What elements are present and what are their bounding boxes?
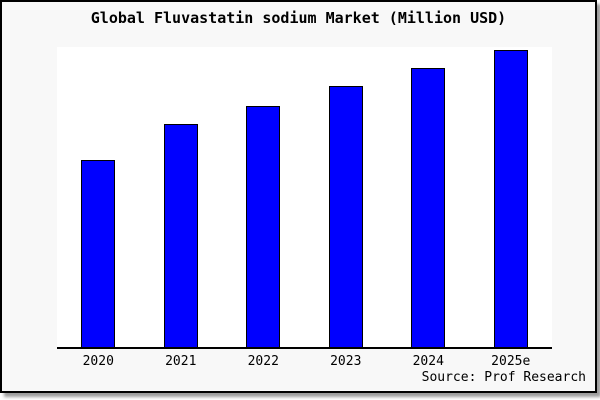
x-tick-label-2023: 2023	[330, 354, 362, 369]
bar-slot	[470, 47, 553, 347]
chart-figure: Global Fluvastatin sodium Market (Millio…	[0, 0, 597, 393]
x-tick-label-2022: 2022	[247, 354, 279, 369]
plot-area	[57, 47, 552, 349]
bar-2020	[81, 159, 116, 347]
x-tick-label-2024: 2024	[412, 354, 444, 369]
bar-2022	[246, 106, 281, 347]
bar-slot	[305, 47, 388, 347]
bar-2021	[163, 124, 198, 347]
x-axis-labels: 2020 2021 2022 2023 2024 2025e	[57, 354, 552, 369]
x-tick-label-2021: 2021	[165, 354, 197, 369]
bar-slot	[387, 47, 470, 347]
x-tick-label-2025e: 2025e	[491, 354, 531, 369]
bar-slot	[57, 47, 140, 347]
bar-2024	[411, 67, 446, 347]
bar-2025e	[493, 49, 528, 347]
source-label: Source: Prof Research	[421, 370, 586, 385]
chart-title: Global Fluvastatin sodium Market (Millio…	[90, 9, 507, 27]
x-tick-label-2020: 2020	[82, 354, 114, 369]
bar-slot	[140, 47, 223, 347]
bar-2023	[328, 85, 363, 347]
bar-slot	[222, 47, 305, 347]
